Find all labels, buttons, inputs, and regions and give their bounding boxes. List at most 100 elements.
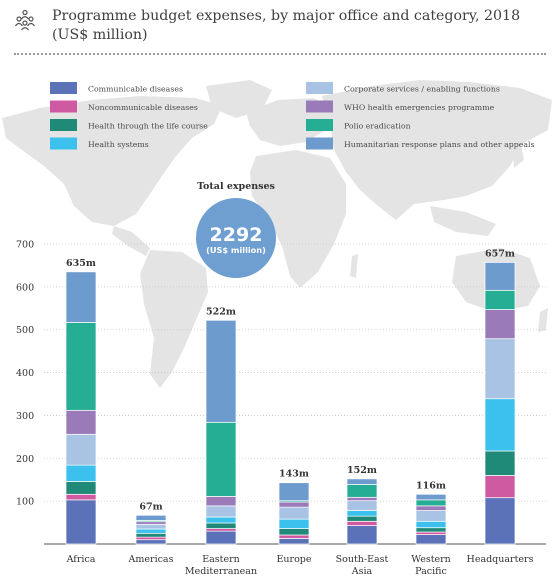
bar-segment xyxy=(415,534,447,545)
bar-segment xyxy=(65,464,97,482)
bar-segment xyxy=(205,528,237,532)
map-japan xyxy=(512,140,524,168)
bar-segment xyxy=(135,528,167,534)
bar-segment xyxy=(135,539,167,545)
bar-stack: 635m xyxy=(65,258,97,545)
bar-segment xyxy=(205,522,237,529)
bar-segment xyxy=(346,478,378,485)
bar-segment xyxy=(484,338,516,400)
bar-segment xyxy=(135,521,167,525)
legend-label: Health systems xyxy=(88,140,149,149)
bar-segment xyxy=(415,493,447,501)
y-tick-label: 600 xyxy=(16,282,34,293)
bar-segment xyxy=(65,433,97,466)
bar-stack: 116m xyxy=(415,480,447,545)
bar-segment xyxy=(65,481,97,495)
bar-segment xyxy=(205,530,237,545)
bar-segment xyxy=(205,516,237,524)
y-tick-label: 400 xyxy=(16,368,34,379)
bar-segment xyxy=(65,271,97,323)
bar-total-label: 67m xyxy=(139,501,162,512)
bar-total-label: 635m xyxy=(66,258,96,269)
stacked-bars: 635m 67m 522m 143m 152m 116m 657m xyxy=(65,248,516,545)
x-tick-label: Asia xyxy=(351,566,373,577)
bar-segment xyxy=(278,534,310,539)
bar-segment xyxy=(415,520,447,529)
legend-swatch xyxy=(306,137,333,150)
total-expenses-unit: (US$ million) xyxy=(206,245,266,255)
bar-segment xyxy=(346,510,378,517)
chart-subtitle: (US$ million) xyxy=(52,27,148,43)
bar-segment xyxy=(205,319,237,423)
bar-segment xyxy=(278,518,310,529)
bar-segment xyxy=(346,484,378,498)
legend-swatch xyxy=(306,82,333,94)
legend-swatch xyxy=(50,137,77,150)
bar-segment xyxy=(278,506,310,520)
bar-total-label: 522m xyxy=(206,306,236,317)
legend-label: Corporate services / enabling functions xyxy=(344,85,500,94)
bar-stack: 522m xyxy=(205,306,237,545)
y-tick-label: 500 xyxy=(16,325,34,336)
x-tick-label: Europe xyxy=(276,554,311,565)
y-tick-label: 700 xyxy=(16,240,34,251)
map-central-america xyxy=(112,226,150,256)
y-tick-label: 100 xyxy=(16,497,34,508)
bar-segment xyxy=(346,520,378,526)
bar-segment xyxy=(484,289,516,310)
chart-title-text: Programme budget expenses, by major offi… xyxy=(52,8,521,24)
legend: Communicable diseases Noncommunicable dis… xyxy=(50,82,535,150)
legend-label: Health through the life course xyxy=(88,122,208,131)
bar-stack: 143m xyxy=(278,469,310,545)
legend-label: Polio eradication xyxy=(344,122,411,131)
bar-segment xyxy=(415,531,447,535)
x-tick-label: Africa xyxy=(66,554,96,565)
chart-header: Programme budget expenses, by major offi… xyxy=(0,0,560,62)
bar-total-label: 143m xyxy=(279,469,309,480)
bar-segment xyxy=(346,496,378,502)
map-new-zealand xyxy=(538,308,548,332)
bar-segment xyxy=(278,482,310,502)
y-tick-label: 300 xyxy=(16,411,34,422)
bar-segment xyxy=(415,510,447,522)
bar-segment xyxy=(65,322,97,411)
bar-segment xyxy=(205,421,237,497)
bar-segment xyxy=(135,532,167,538)
total-expenses-value: 2292 xyxy=(210,224,263,246)
chart-title: Programme budget expenses, by major offi… xyxy=(52,7,552,45)
y-tick-label: 200 xyxy=(16,454,34,465)
bar-segment xyxy=(484,450,516,476)
bar-total-label: 116m xyxy=(416,480,446,491)
y-axis: 100 200 300 400 500 600 700 xyxy=(16,240,34,508)
bar-segment xyxy=(65,499,97,545)
x-tick-label: South-East xyxy=(336,554,389,565)
bar-segment xyxy=(415,505,447,511)
map-africa xyxy=(250,150,346,288)
bar-segment xyxy=(205,496,237,507)
x-tick-label: Western xyxy=(411,554,451,565)
map-south-america xyxy=(140,250,208,388)
bar-segment xyxy=(278,528,310,536)
bar-segment xyxy=(484,475,516,499)
total-expenses-label: Total expenses xyxy=(197,181,275,192)
bar-stack: 152m xyxy=(346,465,378,545)
bar-segment xyxy=(65,493,97,501)
bar-segment xyxy=(484,262,516,291)
map-southeast-asia xyxy=(430,206,496,236)
legend-label: WHO health emergencies programme xyxy=(344,103,495,112)
total-expenses-bubble: Total expenses 2292 (US$ million) xyxy=(196,181,276,278)
bar-segment xyxy=(205,505,237,518)
bar-total-label: 657m xyxy=(485,248,515,259)
bar-segment xyxy=(135,536,167,541)
people-group-icon xyxy=(15,9,35,31)
bar-segment xyxy=(484,398,516,452)
legend-swatch xyxy=(50,82,77,94)
x-tick-label: Pacific xyxy=(415,566,447,577)
bar-segment xyxy=(278,538,310,545)
bar-total-label: 152m xyxy=(347,465,377,476)
bar-segment xyxy=(346,515,378,522)
legend-label: Humanitarian response plans and other ap… xyxy=(344,140,535,149)
legend-label: Communicable diseases xyxy=(88,85,183,94)
map-north-america xyxy=(2,96,222,226)
